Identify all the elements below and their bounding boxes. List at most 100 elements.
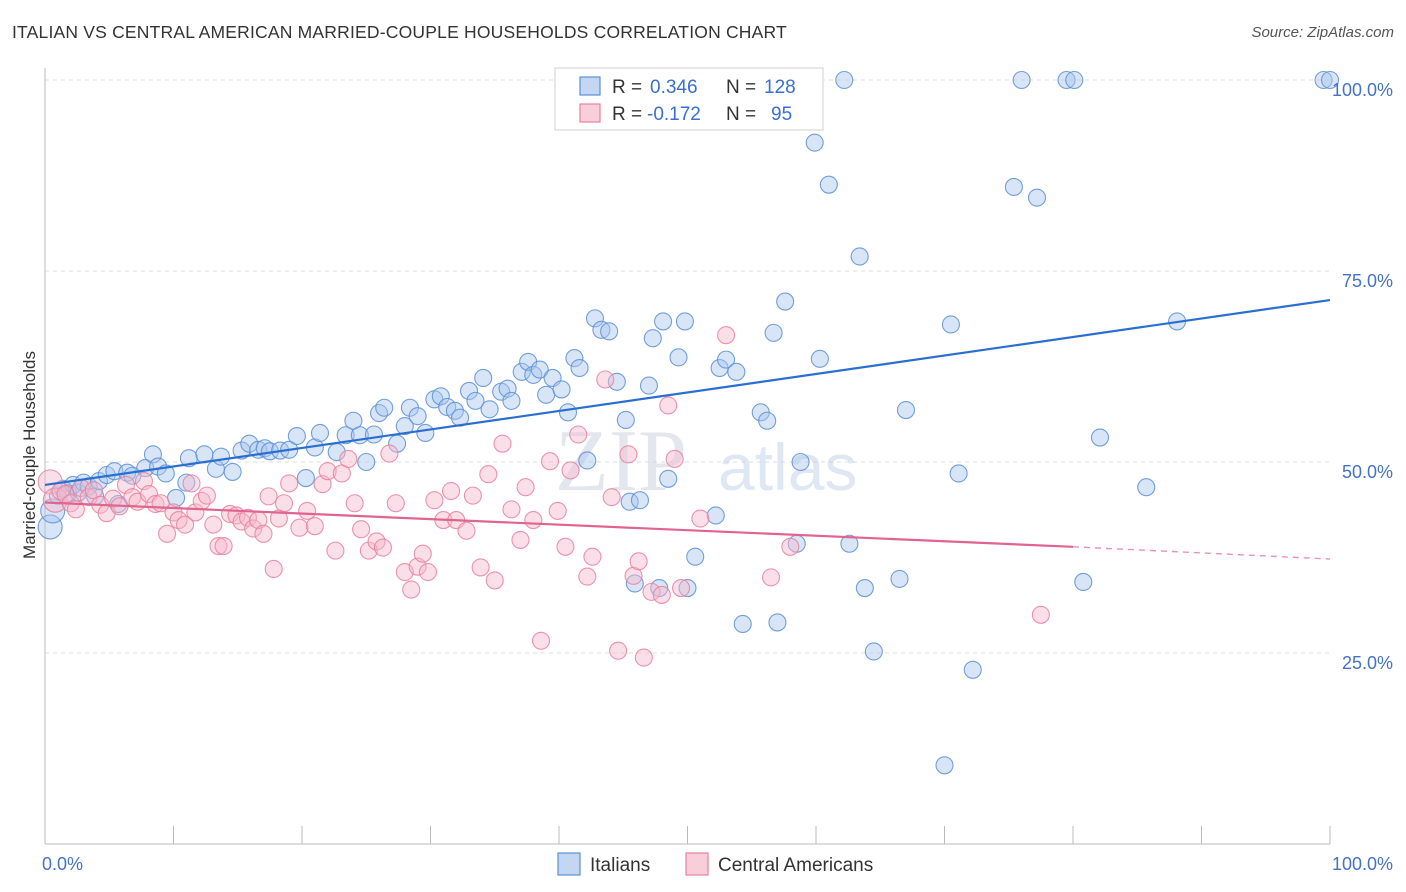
italians-point	[727, 362, 746, 381]
y-tick-labels: 25.0% 50.0% 75.0% 100.0%	[1332, 80, 1393, 673]
central-americans-point	[326, 541, 345, 560]
italians-point	[1027, 188, 1047, 207]
italians-point	[941, 315, 960, 334]
italians-point	[310, 423, 330, 443]
central-americans-point	[634, 648, 653, 667]
central-americans-point	[583, 547, 602, 566]
central-americans-trend-line	[44, 501, 1074, 548]
y-tick-label: 25.0%	[1342, 653, 1393, 673]
italians-point	[706, 506, 725, 525]
central-americans-point	[197, 486, 216, 505]
italians-point	[791, 452, 810, 472]
central-americans-point	[298, 501, 317, 520]
italians-point	[678, 579, 697, 598]
italians-point	[639, 376, 659, 395]
stats-r-label-1: R =	[612, 77, 642, 98]
italians-point	[408, 407, 427, 426]
italians-point	[211, 447, 231, 466]
central-americans-point	[1031, 605, 1050, 624]
italians-point	[1012, 70, 1031, 90]
italians-point	[855, 579, 874, 598]
central-americans-point	[642, 582, 661, 601]
italians-point	[395, 417, 414, 436]
central-americans-point	[352, 520, 371, 539]
central-americans-point	[274, 494, 294, 513]
central-americans-point	[413, 544, 432, 563]
y-tick-label: 75.0%	[1342, 271, 1393, 291]
italians-point	[480, 400, 499, 419]
italians-point	[600, 322, 619, 341]
stats-swatch-central-americans	[579, 103, 601, 123]
central-americans-point	[493, 434, 512, 453]
italians-point	[758, 411, 777, 430]
central-americans-point	[665, 449, 684, 468]
central-americans-point	[204, 515, 223, 534]
chart-title: ITALIAN VS CENTRAL AMERICAN MARRIED-COUP…	[12, 22, 787, 42]
italians-point	[850, 247, 869, 266]
italians-point	[179, 449, 198, 468]
italians-point	[558, 403, 578, 422]
central-americans-point	[244, 519, 263, 538]
central-americans-point	[691, 509, 710, 528]
stats-legend: R = 0.346 N = 128 R = -0.172 N = 95	[554, 67, 824, 131]
italians-point	[578, 451, 597, 470]
stats-n-value-2: 95	[771, 104, 792, 125]
central-americans-point	[402, 580, 421, 599]
central-americans-point	[182, 474, 201, 493]
central-americans-point	[318, 462, 337, 481]
italians-point	[768, 613, 787, 632]
central-americans-point	[169, 511, 188, 530]
italians-point	[512, 362, 531, 381]
legend-label-central-americans: Central Americans	[718, 855, 873, 876]
central-americans-points	[37, 326, 1050, 667]
italians-point	[1137, 478, 1156, 497]
central-americans-point	[373, 538, 393, 557]
central-americans-point	[624, 566, 643, 585]
italians-point	[616, 410, 635, 430]
italians-point	[537, 385, 556, 404]
italians-point	[223, 462, 242, 481]
central-americans-point	[569, 425, 588, 444]
italians-point	[716, 350, 736, 369]
central-americans-point	[158, 524, 177, 543]
central-americans-point	[176, 515, 195, 534]
italians-point	[530, 360, 549, 379]
source-label: Source: ZipAtlas.com	[1251, 24, 1394, 41]
stats-n-value-1: 128	[764, 77, 796, 98]
axes	[44, 68, 1331, 845]
italians-point	[896, 400, 916, 420]
stats-swatch-italians	[579, 76, 601, 96]
italians-point	[1057, 70, 1076, 90]
stats-n-label-2: N =	[726, 104, 756, 125]
italians-point	[935, 756, 954, 775]
italians-point	[357, 452, 376, 472]
central-americans-point	[578, 567, 597, 586]
legend-swatch-italians	[557, 852, 581, 876]
italians-point	[552, 380, 571, 399]
italians-points	[37, 70, 1340, 775]
italians-point	[1320, 70, 1340, 90]
italians-point	[1065, 70, 1084, 90]
italians-point	[890, 569, 909, 588]
italians-point	[466, 391, 485, 410]
legend-label-italians: Italians	[590, 855, 650, 876]
italians-point	[177, 473, 196, 492]
central-americans-point	[619, 445, 638, 464]
central-americans-point	[602, 488, 621, 507]
legend-swatch-central-americans	[685, 852, 709, 876]
italians-point	[764, 323, 783, 342]
central-americans-point	[716, 326, 736, 345]
central-americans-point	[659, 396, 678, 415]
italians-point	[570, 358, 589, 378]
italians-point	[416, 423, 435, 443]
italians-point	[810, 349, 829, 368]
central-americans-point	[761, 568, 781, 587]
x-tick-label: 0.0%	[42, 854, 83, 874]
italians-point	[1314, 70, 1333, 90]
italians-point	[37, 514, 63, 540]
central-americans-point	[524, 511, 543, 530]
central-americans-point	[214, 536, 233, 556]
gridlines	[45, 79, 1330, 654]
italians-point	[963, 660, 982, 679]
central-americans-point	[442, 481, 461, 501]
